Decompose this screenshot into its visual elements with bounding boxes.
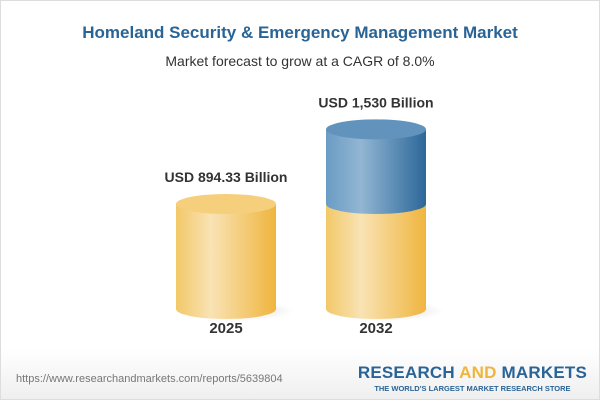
report-url[interactable]: https://www.researchandmarkets.com/repor… [16,373,283,385]
bar-2025-base [176,204,276,319]
research-and-markets-logo: RESEARCH AND MARKETS THE WORLD'S LARGEST… [358,363,587,393]
logo-text: MARKETS [496,363,587,382]
bar-2032-growth [326,129,426,214]
cylinder-chart: USD 894.33 Billion 2025 USD 1,530 Billion 2… [165,94,444,337]
page-title: Homeland Security & Emergency Management… [82,23,518,42]
category-label: 2032 [359,320,392,337]
data-label: USD 894.33 Billion [165,169,288,185]
footer: https://www.researchandmarkets.com/repor… [1,349,599,399]
logo-text-and: AND [459,363,497,382]
bar-top [326,119,426,140]
page-subtitle: Market forecast to grow at a CAGR of 8.0… [165,53,435,69]
category-label: 2025 [209,320,242,337]
data-label: USD 1,530 Billion [318,94,433,110]
bar-top [176,194,276,214]
logo-text: RESEARCH [357,363,460,382]
bar-2032-base [326,204,426,319]
logo-tagline: THE WORLD'S LARGEST MARKET RESEARCH STOR… [374,384,571,393]
